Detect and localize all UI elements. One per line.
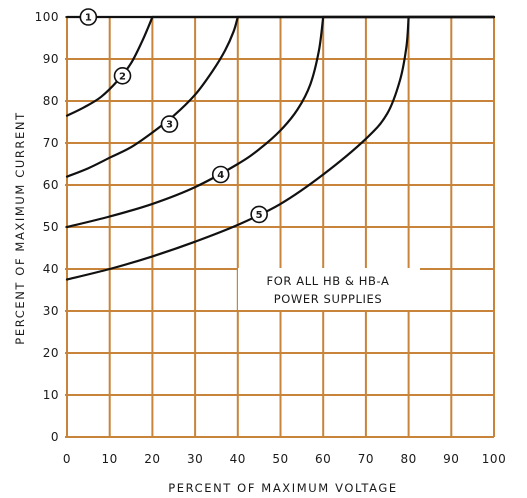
x-tick-label: 80 <box>400 452 416 466</box>
curve-marker-5: 5 <box>250 205 268 224</box>
curve-marker-circle <box>79 8 98 26</box>
y-tick-label: 30 <box>43 304 59 318</box>
curve-marker-label: 3 <box>166 120 173 131</box>
x-tick-label: 100 <box>482 452 506 466</box>
annotation-line-1: FOR ALL HB & HB-A <box>267 274 390 288</box>
annotation: FOR ALL HB & HB-A POWER SUPPLIES <box>238 268 420 310</box>
curve-marker-label: 5 <box>256 210 263 221</box>
curve-4 <box>65 15 496 229</box>
curve-marker-label: 2 <box>119 71 126 82</box>
curve-marker-circle <box>211 165 230 184</box>
y-tick-label: 0 <box>51 430 59 444</box>
curve-5 <box>65 15 496 281</box>
x-tick-label: 30 <box>187 452 203 466</box>
curve-markers: 1 2 3 4 5 <box>79 8 268 224</box>
curve-marker-1: 1 <box>79 8 98 26</box>
x-tick-label: 0 <box>63 452 71 466</box>
y-tick-label: 100 <box>35 10 59 24</box>
curve-marker-label: 1 <box>85 13 92 24</box>
curves <box>65 15 496 281</box>
y-tick-label: 20 <box>43 346 59 360</box>
curve-marker-circle <box>113 67 132 85</box>
y-axis-label: PERCENT OF MAXIMUM CURRENT <box>13 111 27 344</box>
curve-marker-label: 4 <box>217 170 224 181</box>
y-tick-label: 60 <box>43 178 59 192</box>
curve-marker-circle <box>250 205 268 224</box>
y-tick-label: 40 <box>43 262 59 276</box>
x-tick-label: 50 <box>272 452 288 466</box>
y-tick-label: 10 <box>43 388 59 402</box>
x-tick-label: 60 <box>315 452 331 466</box>
curve-3 <box>65 15 496 178</box>
y-tick-label: 90 <box>43 52 59 66</box>
y-tick-label: 80 <box>43 94 59 108</box>
x-tick-label: 70 <box>358 452 374 466</box>
y-tick-label: 70 <box>43 136 59 150</box>
curve-marker-3: 3 <box>160 115 179 133</box>
x-tick-label: 20 <box>144 452 160 466</box>
y-tick-label: 50 <box>43 220 59 234</box>
curve-marker-circle <box>160 115 179 133</box>
curve-marker-2: 2 <box>113 67 132 85</box>
x-tick-label: 40 <box>230 452 246 466</box>
curve-marker-4: 4 <box>211 165 230 184</box>
x-tick-label: 10 <box>102 452 118 466</box>
x-tick-label: 90 <box>443 452 459 466</box>
tick-labels: 0 10 20 30 40 50 60 70 80 90 100 0 10 20 30 40 50 60 70 80 9… <box>35 10 506 466</box>
annotation-line-2: POWER SUPPLIES <box>274 292 383 306</box>
x-axis-label: PERCENT OF MAXIMUM VOLTAGE <box>168 481 398 495</box>
